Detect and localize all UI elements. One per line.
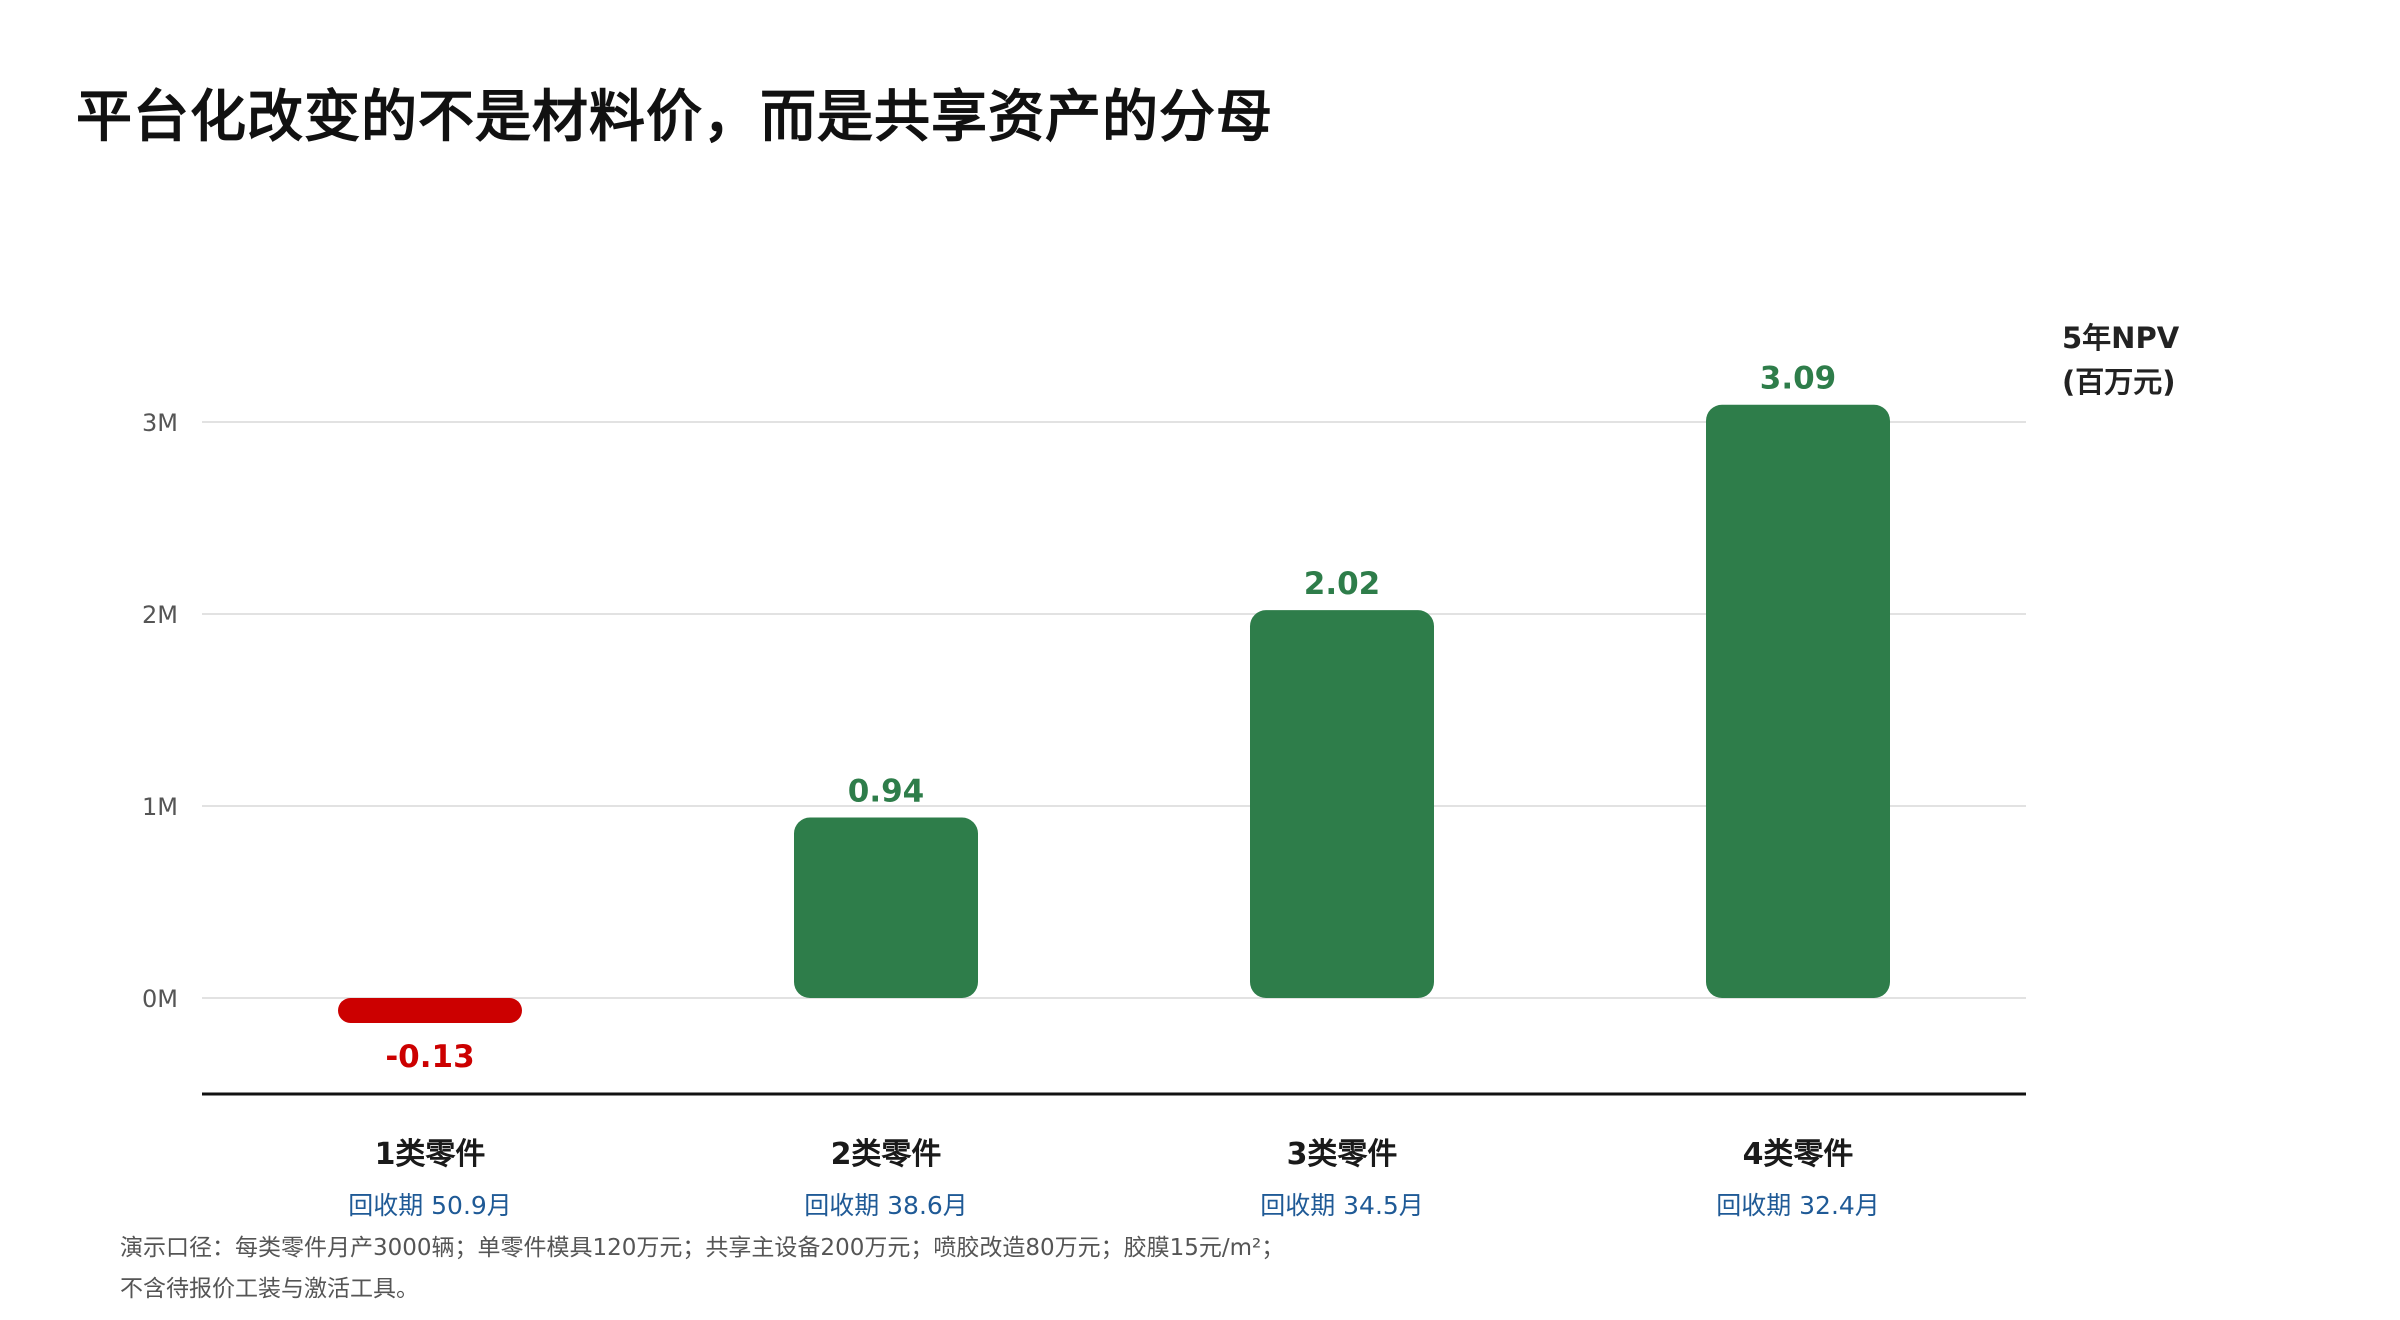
footnote-line1: 演示口径：每类零件月产3000辆；单零件模具120万元；共享主设备200万元；喷… (120, 1235, 1285, 1261)
unit-label: 5年NPV (百万元) (2062, 316, 2179, 404)
payback-label: 回收期 32.4月 (1716, 1191, 1880, 1220)
y-tick-label: 2M (142, 601, 178, 629)
unit-label-line1: 5年NPV (2062, 321, 2180, 355)
bar-value-label: 2.02 (1304, 566, 1381, 602)
bar (794, 817, 978, 998)
bar-value-labels: -0.13 0.94 2.02 3.09 (385, 361, 1836, 1075)
category-label: 1类零件 (375, 1137, 486, 1172)
category-label: 4类零件 (1743, 1137, 1854, 1172)
bar-value-label: -0.13 (385, 1039, 474, 1075)
bar-value-label: 3.09 (1760, 361, 1837, 397)
bar (1250, 610, 1434, 998)
bar (1706, 404, 1890, 999)
footnote-line2: 不含待报价工装与激活工具。 (120, 1276, 419, 1302)
category-label: 2类零件 (831, 1137, 942, 1172)
payback-label: 回收期 50.9月 (348, 1191, 512, 1220)
payback-label: 回收期 38.6月 (804, 1191, 968, 1220)
bars (338, 404, 1890, 1023)
category-label: 3类零件 (1287, 1137, 1398, 1172)
y-tick-label: 3M (142, 409, 178, 437)
bar-value-label: 0.94 (848, 774, 925, 810)
y-tick-label: 0M (142, 985, 178, 1013)
footnote: 演示口径：每类零件月产3000辆；单零件模具120万元；共享主设备200万元；喷… (120, 1228, 1284, 1310)
payback-label: 回收期 34.5月 (1260, 1191, 1424, 1220)
y-axis-ticks: 0M 1M 2M 3M (142, 409, 178, 1013)
unit-label-line2: (百万元) (2062, 365, 2176, 399)
y-tick-label: 1M (142, 793, 178, 821)
bar (338, 998, 522, 1023)
page-title: 平台化改变的不是材料价，而是共享资产的分母 (76, 85, 1273, 150)
